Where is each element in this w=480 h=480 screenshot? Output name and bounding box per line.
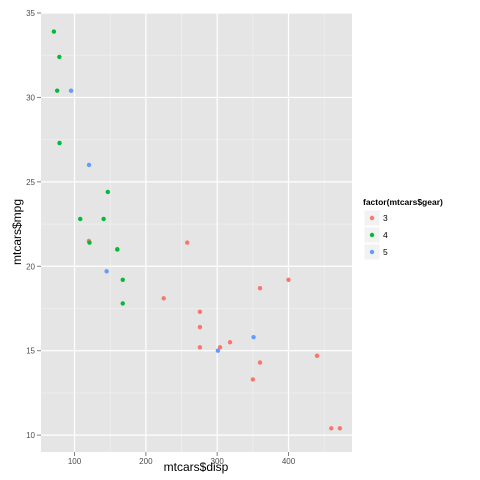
data-point-gear-3 <box>257 360 263 365</box>
x-tick-label: 200 <box>139 457 153 466</box>
data-point-gear-4 <box>105 189 111 195</box>
data-point-gear-4 <box>57 54 62 60</box>
data-point-gear-4 <box>120 301 125 306</box>
data-point-gear-4 <box>87 240 92 245</box>
minor-gridlines <box>41 13 352 452</box>
data-points <box>51 29 343 431</box>
data-point-gear-3 <box>250 377 256 382</box>
x-tick-label: 400 <box>282 457 296 466</box>
legend: factor(mtcars$gear) 3 4 5 <box>363 197 443 261</box>
y-tick-label: 20 <box>26 262 35 271</box>
y-axis-ticks: 10 15 20 25 30 35 <box>26 9 41 440</box>
data-point-gear-3 <box>161 296 166 301</box>
data-point-gear-3 <box>197 324 203 330</box>
x-tick-label: 300 <box>211 457 225 466</box>
data-point-gear-4 <box>78 216 83 222</box>
data-point-gear-5 <box>215 348 221 353</box>
data-point-gear-3 <box>217 345 223 350</box>
data-point-gear-3 <box>257 286 263 291</box>
legend-title: factor(mtcars$gear) <box>363 197 443 207</box>
y-tick-label: 25 <box>26 178 35 187</box>
data-point-gear-3 <box>314 353 320 358</box>
data-point-gear-3 <box>227 340 233 345</box>
data-point-gear-5 <box>251 334 256 340</box>
data-point-gear-3 <box>197 309 203 315</box>
legend-swatch-5 <box>369 249 375 255</box>
data-point-gear-4 <box>120 277 125 282</box>
legend-label-4: 4 <box>383 230 388 240</box>
data-point-gear-4 <box>115 247 120 252</box>
legend-label-5: 5 <box>383 247 388 257</box>
legend-label-3: 3 <box>383 213 388 223</box>
plot-panel <box>41 13 352 452</box>
x-tick-label: 100 <box>68 457 82 466</box>
x-axis-title: mtcars$disp <box>164 460 229 474</box>
data-point-gear-3 <box>197 345 203 350</box>
data-point-gear-4 <box>57 140 62 146</box>
major-gridlines <box>41 12 352 452</box>
y-tick-label: 35 <box>26 9 35 18</box>
data-point-gear-5 <box>68 88 74 93</box>
data-point-gear-3 <box>185 240 190 245</box>
data-point-gear-3 <box>329 426 334 431</box>
legend-swatch-3 <box>369 215 375 221</box>
y-tick-label: 10 <box>26 431 35 440</box>
y-axis-title: mtcars$mpg <box>10 199 24 265</box>
legend-swatch-4 <box>369 232 375 238</box>
y-tick-label: 15 <box>26 347 35 356</box>
x-axis-ticks: 100 200 300 400 <box>68 452 296 466</box>
data-point-gear-5 <box>104 269 109 274</box>
y-tick-label: 30 <box>26 93 35 102</box>
data-point-gear-4 <box>51 29 57 34</box>
data-point-gear-4 <box>54 88 60 93</box>
data-point-gear-3 <box>337 426 343 431</box>
data-point-gear-3 <box>286 277 291 282</box>
data-point-gear-5 <box>86 162 92 168</box>
data-point-gear-4 <box>101 216 106 222</box>
